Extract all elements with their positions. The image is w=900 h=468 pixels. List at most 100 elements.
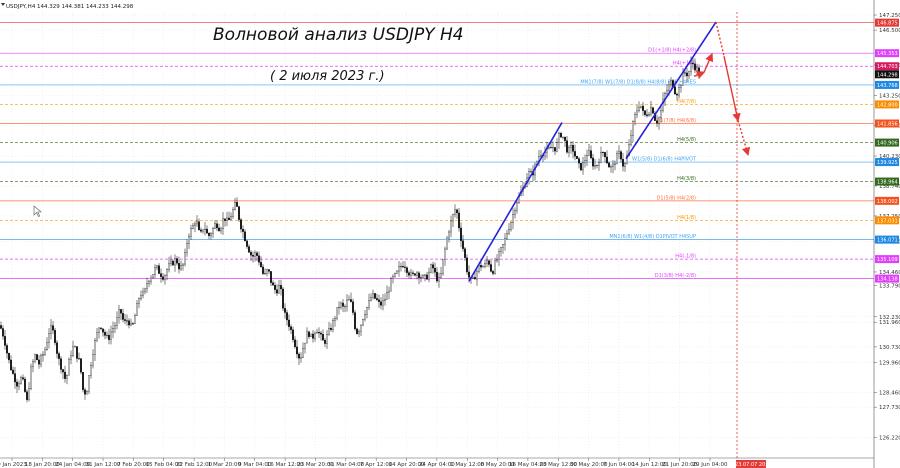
y-tick-label: 143.250: [879, 93, 900, 99]
candle-body: [68, 359, 70, 376]
candles: [0, 56, 700, 403]
candle-body: [174, 258, 176, 266]
candle-body: [688, 71, 690, 77]
candle-body: [468, 271, 470, 278]
wave-line: [625, 21, 717, 160]
candle-body: [668, 84, 670, 91]
candle-body: [84, 389, 86, 395]
candle-body: [286, 312, 288, 321]
candle-body: [114, 325, 116, 329]
candle-body: [354, 312, 356, 330]
candle-body: [506, 233, 508, 239]
candle-body: [36, 354, 38, 361]
candle-body: [370, 297, 372, 301]
candle-body: [34, 354, 36, 362]
candle-body: [660, 110, 662, 119]
projection-dotted-down: [737, 120, 751, 156]
y-tick-label: 138.740: [879, 184, 900, 190]
candle-body: [76, 346, 78, 359]
candle-body: [220, 228, 222, 232]
candle-body: [514, 210, 516, 215]
level-price-label: 141.856: [877, 122, 898, 128]
x-tick-label: 1 Mar 20:00: [208, 462, 242, 468]
candle-body: [64, 371, 66, 379]
level-label: D1(7/8) H4(6/8): [657, 118, 697, 124]
candle-body: [692, 63, 694, 65]
candle-body: [646, 114, 648, 116]
candle-body: [200, 229, 202, 232]
candle-body: [362, 318, 364, 326]
candle-body: [56, 342, 58, 354]
candle-body: [394, 273, 396, 277]
candle-body: [276, 289, 278, 294]
candle-body: [452, 214, 454, 222]
x-tick-label: 14 Apr 20:00: [389, 462, 425, 468]
candle-body: [2, 328, 4, 337]
candle-body: [388, 290, 390, 293]
chart-subtitle: ( 2 июля 2023 г.): [270, 69, 385, 84]
candle-body: [274, 285, 276, 290]
chart-menu-icon[interactable]: [1, 3, 5, 6]
candle-body: [380, 301, 382, 306]
x-tick-label: 16 Mar 12:00: [267, 462, 304, 468]
y-tick-label: 146.500: [879, 28, 900, 34]
candle-body: [136, 303, 138, 316]
candle-body: [248, 246, 250, 253]
candle-body: [118, 309, 120, 319]
candle-body: [162, 276, 164, 280]
candle-body: [228, 217, 230, 221]
candle-body: [304, 342, 306, 349]
y-tick-label: 128.460: [879, 391, 900, 397]
level-label: H4(7/8): [677, 99, 696, 105]
candle-body: [656, 120, 658, 124]
candle-body: [32, 361, 34, 368]
candle-body: [612, 163, 614, 167]
candle-body: [62, 369, 64, 373]
candle-body: [410, 272, 412, 276]
candle-body: [126, 320, 128, 322]
x-tick-label: 24 Apr 04:00: [419, 462, 455, 468]
candle-body: [72, 346, 74, 356]
candle-body: [666, 90, 668, 94]
candle-body: [254, 252, 256, 257]
candle-body: [142, 291, 144, 296]
candle-body: [140, 295, 142, 299]
candle-body: [424, 274, 426, 276]
candle-body: [348, 299, 350, 301]
y-tick-label: 132.230: [879, 315, 900, 321]
level-price-tag: [875, 100, 899, 109]
x-tick-label: 24 Jan 04:00: [55, 462, 90, 468]
candle-body: [586, 155, 588, 161]
candle-body: [490, 264, 492, 272]
candle-body: [594, 165, 596, 167]
candle-body: [202, 229, 204, 232]
candle-body: [12, 369, 14, 374]
candle-body: [38, 359, 40, 365]
candle-body: [552, 147, 554, 149]
candle-body: [268, 269, 270, 272]
candle-body: [392, 276, 394, 279]
level-price-tag: [875, 196, 899, 205]
y-tick-label: 133.790: [879, 283, 900, 289]
candle-body: [196, 221, 198, 225]
candle-body: [386, 292, 388, 300]
candle-body: [384, 299, 386, 301]
y-tick-label: 134.460: [879, 270, 900, 276]
price-axis: 126.220 127.730 128.460 129.960 130.730 131.9…: [873, 0, 900, 468]
chart-title: Волновой анализ USDJPY H4: [213, 25, 464, 45]
candle-body: [112, 328, 114, 333]
candle-body: [368, 300, 370, 308]
candle-body: [28, 388, 30, 400]
candle-body: [400, 266, 402, 268]
candle-body: [188, 235, 190, 244]
candle-body: [674, 86, 676, 95]
candle-body: [436, 272, 438, 282]
level-price-tag: [875, 255, 899, 264]
candle-body: [178, 263, 180, 270]
candle-body: [608, 162, 610, 168]
level-price-tag: [875, 62, 899, 71]
y-tick-label: 131.960: [879, 320, 900, 326]
candle-body: [110, 331, 112, 340]
